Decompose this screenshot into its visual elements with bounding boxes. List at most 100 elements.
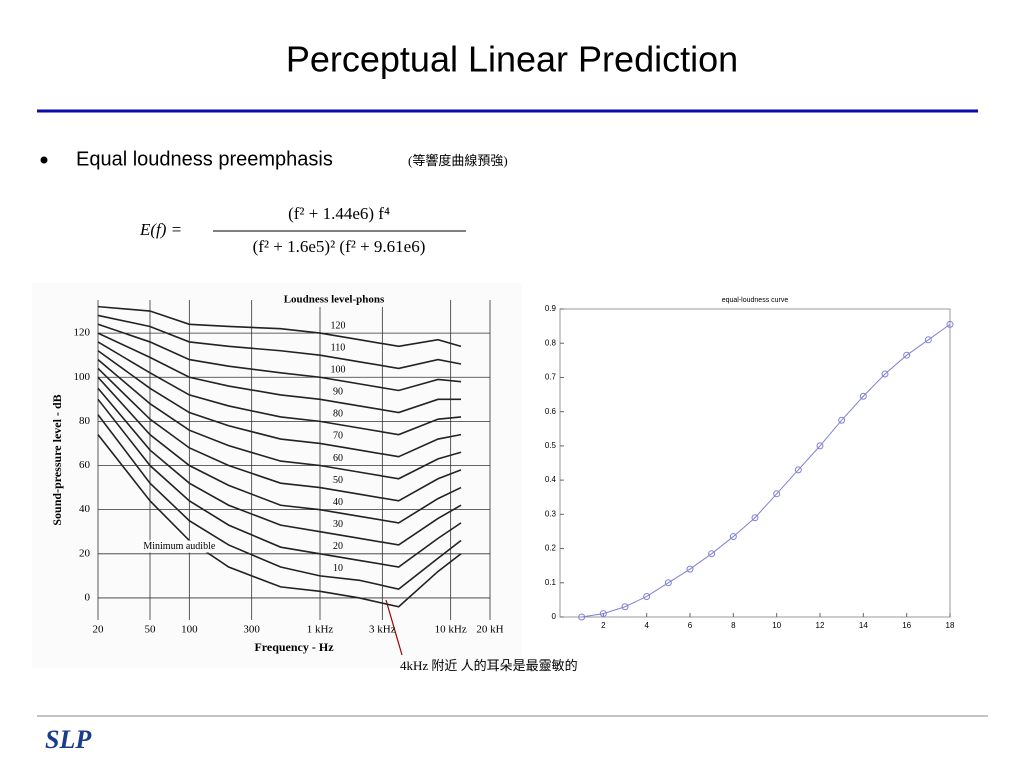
point-marker xyxy=(686,565,694,573)
point-marker xyxy=(773,490,781,498)
y-tick-label: 40 xyxy=(79,503,91,515)
curve-label-bg xyxy=(325,320,350,333)
x-tick-label: 6 xyxy=(688,621,693,630)
curve-label-bg xyxy=(325,496,350,509)
series-line xyxy=(97,350,462,458)
curve-label: 60 xyxy=(333,453,343,464)
slide-title: Perceptual Linear Prediction xyxy=(286,39,738,80)
series-line xyxy=(97,305,462,348)
plot-frame xyxy=(559,308,951,618)
y-tick-label: 20 xyxy=(79,547,91,559)
series-line xyxy=(97,376,462,524)
curve-label: 110 xyxy=(331,342,346,353)
y-tick-label: 100 xyxy=(74,371,91,383)
series-line xyxy=(97,323,462,392)
curve-label: 40 xyxy=(333,497,343,508)
series-line xyxy=(97,434,462,608)
point-marker xyxy=(924,336,932,344)
y-tick-label: 0.6 xyxy=(545,407,557,416)
y-tick-label: 0.9 xyxy=(545,304,557,313)
point-marker xyxy=(751,514,759,522)
x-tick-label: 16 xyxy=(902,621,911,630)
point-marker xyxy=(621,603,629,611)
curve-label: 70 xyxy=(333,431,343,442)
y-tick-label: 0 xyxy=(85,591,91,603)
series-line xyxy=(97,358,462,480)
point-marker xyxy=(643,592,651,600)
curve-label-bg xyxy=(325,562,350,575)
x-tick-label: 20 kH xyxy=(476,624,503,636)
point-marker xyxy=(903,351,911,359)
chart-title: Loudness level-phons xyxy=(284,294,385,306)
curve-label-bg xyxy=(325,474,350,487)
curve-label-bg xyxy=(143,540,216,553)
curve-label-bg xyxy=(325,364,350,377)
y-tick-label: 0.5 xyxy=(545,441,557,450)
x-tick-label: 1 kHz xyxy=(307,624,334,636)
point-marker xyxy=(729,533,737,541)
bullet-dot xyxy=(40,156,48,164)
y-tick-label: 0.1 xyxy=(545,578,557,587)
annotation-arrow xyxy=(385,599,403,656)
annotation: 4kHz 附近 人的耳朵是最靈敏的 xyxy=(400,658,578,673)
chart-title: equal-loudness curve xyxy=(722,297,789,304)
point-marker xyxy=(946,320,954,328)
x-tick-label: 20 xyxy=(93,624,105,636)
series-line xyxy=(97,341,462,436)
y-tick-label: 0.7 xyxy=(545,373,557,382)
curve-label-bg xyxy=(325,540,350,553)
formula-numerator: (f² + 1.44e6) f⁴ xyxy=(288,204,390,223)
point-marker xyxy=(599,610,607,618)
y-tick-label: 0.8 xyxy=(545,338,557,347)
y-tick-label: 120 xyxy=(74,327,91,339)
y-tick-label: 0 xyxy=(552,612,557,621)
curve-label-bg xyxy=(325,452,350,465)
point-marker xyxy=(838,416,846,424)
curve-label: 100 xyxy=(330,365,345,376)
y-tick-label: 0.3 xyxy=(545,509,557,518)
x-tick-label: 10 xyxy=(772,621,781,630)
curve-label-bg xyxy=(325,386,350,399)
y-axis-label: Sound-pressure level - dB xyxy=(50,394,64,525)
series-line xyxy=(97,314,462,370)
curve-label-bg xyxy=(325,342,350,355)
point-marker xyxy=(881,370,889,378)
x-tick-label: 3 kHz xyxy=(369,624,396,636)
curve-label-bg xyxy=(325,408,350,421)
y-tick-label: 60 xyxy=(79,459,91,471)
x-tick-label: 10 kHz xyxy=(435,624,467,636)
point-marker xyxy=(859,392,867,400)
curve-label-bg xyxy=(325,430,350,443)
curve-label-bg xyxy=(325,518,350,531)
series-line xyxy=(97,398,462,568)
curve-label: Minimum audible xyxy=(143,541,216,552)
series-line xyxy=(97,414,462,590)
series-line xyxy=(97,367,462,502)
series-line xyxy=(97,387,462,546)
curve-label: 80 xyxy=(333,409,343,420)
point-marker xyxy=(578,613,586,621)
point-marker xyxy=(816,442,824,450)
left-figure-bg xyxy=(32,283,522,668)
formula-denominator: (f² + 1.6e5)² (f² + 9.61e6) xyxy=(253,237,426,256)
x-axis-label: Frequency - Hz xyxy=(254,640,334,654)
logo: SLP xyxy=(45,725,92,754)
y-tick-label: 0.4 xyxy=(545,475,557,484)
x-tick-label: 100 xyxy=(181,624,198,636)
y-tick-label: 0.2 xyxy=(545,544,557,553)
curve-label: 30 xyxy=(333,519,343,530)
y-tick-label: 80 xyxy=(79,415,91,427)
curve-label: 120 xyxy=(330,320,345,331)
title-bg xyxy=(272,293,396,307)
x-tick-label: 4 xyxy=(644,621,649,630)
x-tick-label: 12 xyxy=(816,621,825,630)
curve-label: 50 xyxy=(333,475,343,486)
curve-label: 10 xyxy=(333,563,343,574)
point-marker xyxy=(794,466,802,474)
x-tick-label: 300 xyxy=(243,624,260,636)
x-tick-label: 18 xyxy=(946,621,955,630)
formula-lhs: E(f) = xyxy=(139,220,182,239)
bullet-text: Equal loudness preemphasis xyxy=(76,148,333,170)
series-line xyxy=(97,332,462,414)
